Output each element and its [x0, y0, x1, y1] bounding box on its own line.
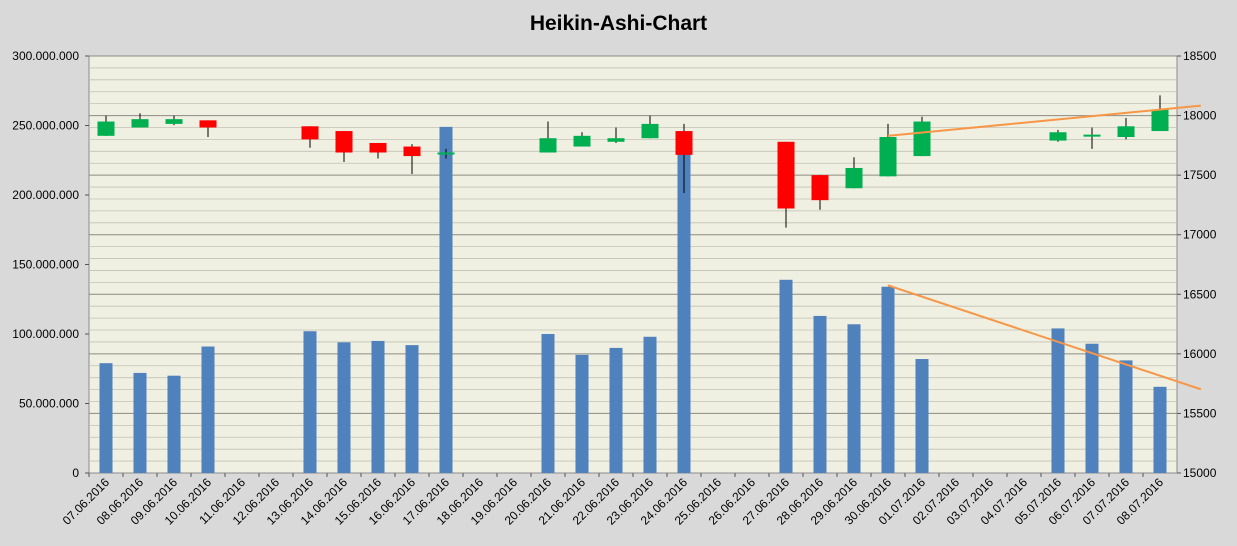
left-tick-label: 0: [72, 466, 79, 480]
volume-bar: [337, 342, 351, 473]
candle-body-up: [1151, 109, 1169, 132]
candle-body-up: [165, 119, 183, 124]
volume-bar: [881, 286, 895, 473]
candle-body-up: [879, 137, 897, 177]
candle-body-up: [97, 121, 115, 136]
candle-body-up: [845, 167, 863, 189]
candle-body-up: [1117, 126, 1135, 138]
candle-body-up: [1049, 132, 1067, 141]
candle-body-up: [913, 121, 931, 157]
candle-body-down: [335, 131, 353, 153]
left-tick-label: 50.000.000: [19, 397, 79, 411]
major-gridlines: [89, 115, 1177, 414]
volume-bar: [133, 372, 147, 473]
volume-bar: [847, 324, 861, 473]
volume-bar: [677, 153, 691, 474]
right-tick-label: 18500: [1183, 49, 1217, 63]
volume-bar: [371, 340, 385, 473]
volume-bar: [1085, 343, 1099, 473]
right-tick-label: 16000: [1183, 347, 1217, 361]
right-tick-label: 17000: [1183, 228, 1217, 242]
trendline: [887, 104, 1201, 137]
left-tick-label: 250.000.000: [12, 119, 79, 133]
volume-bar: [541, 334, 555, 473]
right-tick-label: 15500: [1183, 406, 1217, 420]
candle-body-down: [301, 126, 319, 140]
volume-bar: [1153, 386, 1167, 473]
candle-body-up: [131, 119, 149, 128]
right-tick-label: 15000: [1183, 466, 1217, 480]
plot-area: [88, 55, 1178, 474]
trendline: [887, 284, 1202, 391]
candle-body-down: [811, 175, 829, 201]
candle-body-up: [539, 138, 557, 153]
right-tick-label: 16500: [1183, 287, 1217, 301]
volume-bar: [99, 363, 113, 473]
candle-body-down: [777, 141, 795, 209]
candle-body-down: [199, 120, 217, 128]
volume-bar: [1119, 360, 1133, 473]
x-axis: 07.06.201608.06.201609.06.201610.06.2016…: [60, 473, 1166, 528]
candle-body-up: [607, 138, 625, 142]
left-tick-label: 150.000.000: [12, 258, 79, 272]
volume-bar: [1051, 328, 1065, 473]
minor-gridlines: [89, 67, 1177, 462]
volume-bar: [575, 354, 589, 473]
candle-body-down: [369, 142, 387, 153]
candle-body-up: [1083, 134, 1101, 137]
volume-bar: [915, 359, 929, 473]
trendlines: [887, 104, 1202, 391]
candle-body-up: [437, 152, 455, 155]
left-tick-label: 100.000.000: [12, 327, 79, 341]
volume-bar: [779, 279, 793, 473]
volume-bar: [609, 347, 623, 473]
left-tick-label: 300.000.000: [12, 49, 79, 63]
volume-bar: [167, 375, 181, 473]
right-tick-label: 18000: [1183, 109, 1217, 123]
volume-bar: [439, 126, 453, 473]
right-axis: 15000 15500 16000 16500 17000 17500 18000 18500: [1177, 49, 1217, 480]
volume-bar: [201, 346, 215, 473]
volume-bar: [643, 336, 657, 473]
candle-body-down: [403, 146, 421, 157]
chart-title: Heikin-Ashi-Chart: [529, 12, 708, 35]
volume-bar: [405, 345, 419, 473]
right-tick-label: 17500: [1183, 168, 1217, 182]
candle-body-up: [573, 135, 591, 147]
left-tick-label: 200.000.000: [12, 188, 79, 202]
candle-body-up: [641, 123, 659, 139]
volume-bar: [303, 331, 317, 473]
left-axis: 0 50.000.000 100.000.000 150.000.000 200.000…: [12, 49, 89, 480]
volume-bars: [99, 126, 1167, 474]
candles: [97, 95, 1169, 228]
volume-bar: [813, 315, 827, 473]
candle-body-down: [675, 131, 693, 155]
